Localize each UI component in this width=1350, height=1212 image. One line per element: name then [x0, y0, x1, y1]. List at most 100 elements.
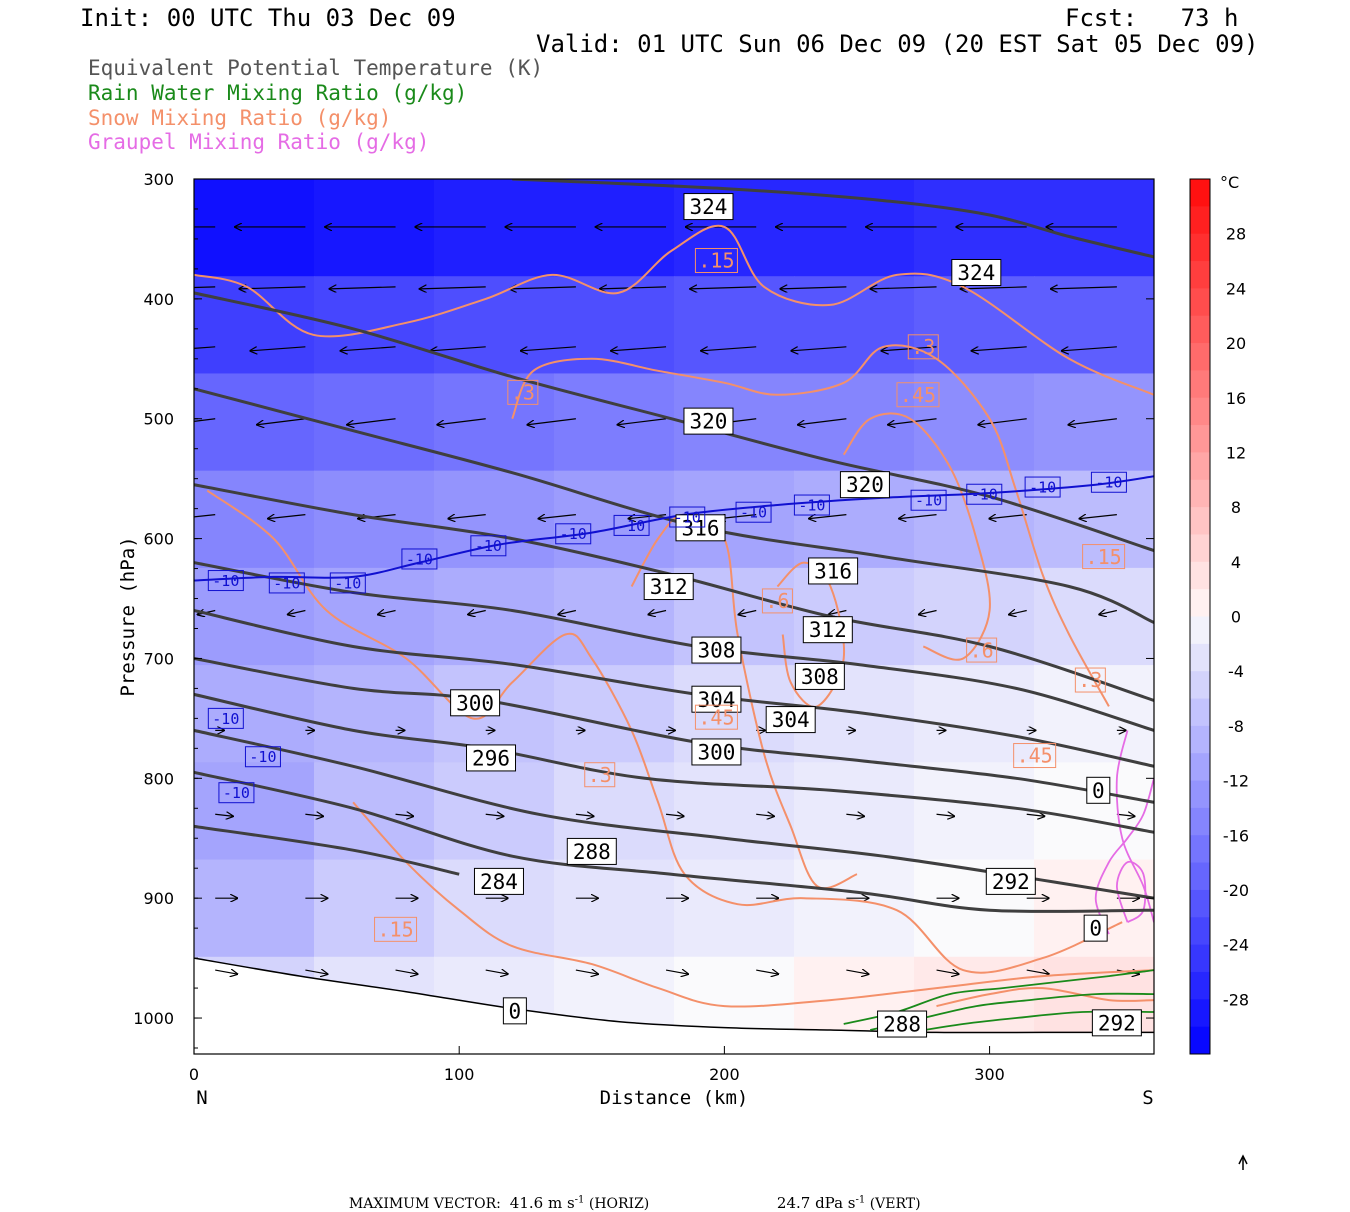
field-cell: [1034, 859, 1154, 958]
colorbar-band: [1190, 425, 1210, 453]
snow-label-box: [907, 334, 939, 360]
theta-e-label-text: 292: [992, 870, 1030, 894]
snow-contour: [842, 412, 991, 661]
snow-label: .45: [896, 382, 940, 408]
colorbar-tick-label: -20: [1223, 881, 1249, 900]
isotherm-label-box: [793, 494, 830, 516]
theta-e-label-box: [1083, 914, 1108, 942]
snow-label: .6: [966, 637, 998, 663]
colorbar-band: [1190, 206, 1210, 235]
wind-vector: [1026, 814, 1045, 816]
isotherm-label-box: [966, 483, 1003, 505]
theta-e-label-text: 300: [697, 741, 735, 765]
colorbar-band: [1190, 397, 1210, 426]
wind-vector: [871, 287, 937, 289]
theta-e-label-box: [985, 867, 1036, 895]
wind-vector: [780, 287, 847, 289]
snow-contour: [776, 561, 846, 708]
theta-e-label-text: 304: [697, 688, 735, 712]
theta-e-label: 0: [502, 997, 527, 1025]
colorbar-unit: °C: [1220, 173, 1239, 192]
theta-e-label: 292: [985, 867, 1036, 895]
field-cell: [314, 859, 435, 958]
terrain-mask: [194, 957, 1154, 1054]
wind-vector: [600, 287, 667, 289]
isotherm-label-box: [207, 570, 244, 592]
wind-vector: [521, 346, 576, 351]
isotherm-label-text: -10: [1095, 474, 1122, 492]
wind-vector: [215, 814, 233, 816]
colorbar-band: [1190, 807, 1210, 836]
wind-vector: [846, 814, 864, 816]
snow-label-text: .45: [900, 383, 936, 407]
snow-label: .45: [1013, 743, 1057, 769]
wind-vector: [756, 814, 774, 816]
wind-vector: [194, 286, 216, 289]
colorbar-tick-label: 0: [1231, 608, 1241, 627]
isotherm-label-text: -10: [334, 574, 361, 592]
field-cell: [314, 276, 435, 375]
snow-label-box: [507, 379, 539, 405]
theta-e-label-text: 316: [682, 516, 720, 540]
colorbar-band: [1190, 835, 1210, 864]
y-axis-label: Pressure (hPa): [117, 536, 139, 696]
x-tick-label: 100: [444, 1065, 475, 1084]
axes: 300 400 500 600 700 800 900 1000 0 100 200 300 Dista…: [117, 170, 1154, 1109]
theta-e-label: 308: [691, 636, 742, 664]
snow-label: .3: [507, 379, 539, 405]
snow-label-box: [694, 704, 738, 730]
wind-vector: [305, 970, 327, 974]
colorbar-band: [1190, 616, 1210, 645]
colorbar-band: [1190, 261, 1210, 289]
colorbar-band: [1190, 534, 1210, 563]
y-tick-label: 900: [143, 889, 174, 908]
wind-vector: [739, 611, 757, 615]
wind-vector: [194, 418, 216, 422]
colorbar-band: [1190, 671, 1210, 700]
field-cell: [314, 665, 435, 764]
max-vector-key: [1238, 1154, 1248, 1170]
y-tick-label: 800: [143, 769, 174, 788]
theta-e-label-box: [691, 685, 742, 713]
isotherm-label: -10: [613, 514, 650, 536]
field-cell: [434, 179, 555, 278]
snow-label-text: .3: [1078, 668, 1102, 692]
theta-e-label-box: [765, 706, 816, 734]
legend-graupel: Graupel Mixing Ratio (g/kg): [88, 130, 430, 154]
y-tick-label: 400: [143, 290, 174, 309]
wind-vector: [1079, 515, 1117, 519]
colorbar-tick-label: 8: [1231, 498, 1241, 517]
field-cell: [434, 567, 555, 667]
colorbar-band: [1190, 780, 1210, 809]
field-cell: [1034, 373, 1154, 472]
footer-vert: 24.7 dPa s-1 (VERT): [768, 1178, 921, 1212]
colorbar-band: [1190, 315, 1210, 344]
theta-e-label-text: 288: [883, 1013, 921, 1037]
isotherm-label-box: [555, 523, 592, 545]
wind-vector: [448, 515, 486, 519]
wind-vector: [288, 611, 306, 615]
theta-e-label-box: [643, 573, 694, 601]
isotherm-label-text: -10: [212, 710, 239, 728]
colorbar-band: [1190, 507, 1210, 535]
theta-e-label-box: [683, 407, 734, 435]
field-cell: [314, 373, 435, 472]
colorbar-band: [1190, 698, 1210, 727]
theta-e-label-text: 288: [573, 840, 611, 864]
snow-label: .6: [761, 588, 793, 614]
isotherm-label-box: [910, 489, 947, 511]
theta-e-label-box: [691, 738, 742, 766]
theta-e-label: 300: [691, 738, 742, 766]
wind-vector: [485, 970, 508, 974]
theta-e-label-box: [1091, 1009, 1142, 1037]
wind-vector: [899, 515, 937, 519]
snow-label: .3: [584, 762, 616, 788]
snow-label-text: .15: [377, 918, 413, 942]
wind-vector: [1051, 287, 1117, 289]
valid-time: Valid: 01 UTC Sun 06 Dec 09 (20 EST Sat …: [536, 30, 1259, 58]
wind-vector: [882, 346, 937, 351]
theta-e-label-text: 300: [456, 691, 494, 715]
theta-e-label-box: [466, 744, 517, 772]
field-cell: [314, 762, 435, 861]
wind-vector: [809, 515, 847, 519]
